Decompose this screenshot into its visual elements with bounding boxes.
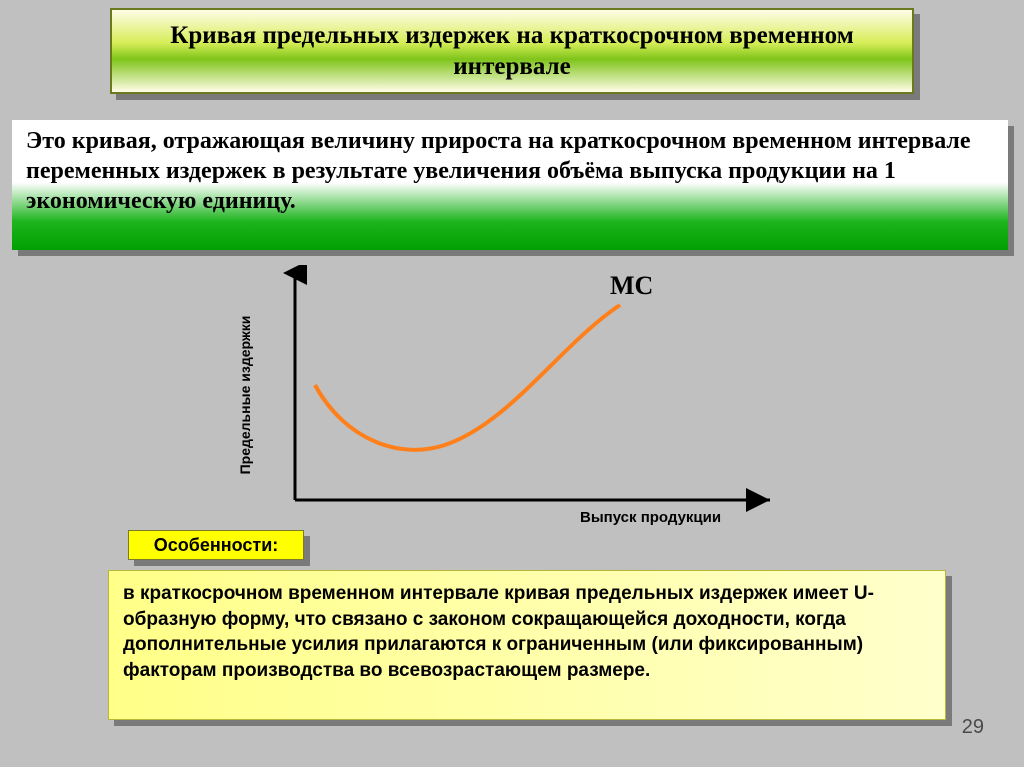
description-text: в краткосрочном временном интервале крив… — [123, 583, 874, 681]
chart-svg — [250, 265, 810, 525]
definition-text: Это кривая, отражающая величину прироста… — [26, 128, 971, 214]
definition-box: Это кривая, отражающая величину прироста… — [12, 120, 1008, 250]
features-label-box: Особенности: — [128, 530, 304, 560]
x-axis-label: Выпуск продукции — [580, 509, 721, 526]
features-label-text: Особенности: — [154, 535, 279, 555]
mc-chart: Предельные издержки Выпуск продукции МС — [250, 265, 810, 525]
description-box: в краткосрочном временном интервале крив… — [108, 570, 946, 720]
title-text: Кривая предельных издержек на краткосроч… — [132, 20, 892, 83]
y-axis-label: Предельные издержки — [237, 316, 253, 475]
series-label: МС — [610, 271, 653, 301]
title-box: Кривая предельных издержек на краткосроч… — [110, 8, 914, 94]
mc-curve — [315, 305, 620, 450]
page-number: 29 — [962, 716, 984, 739]
